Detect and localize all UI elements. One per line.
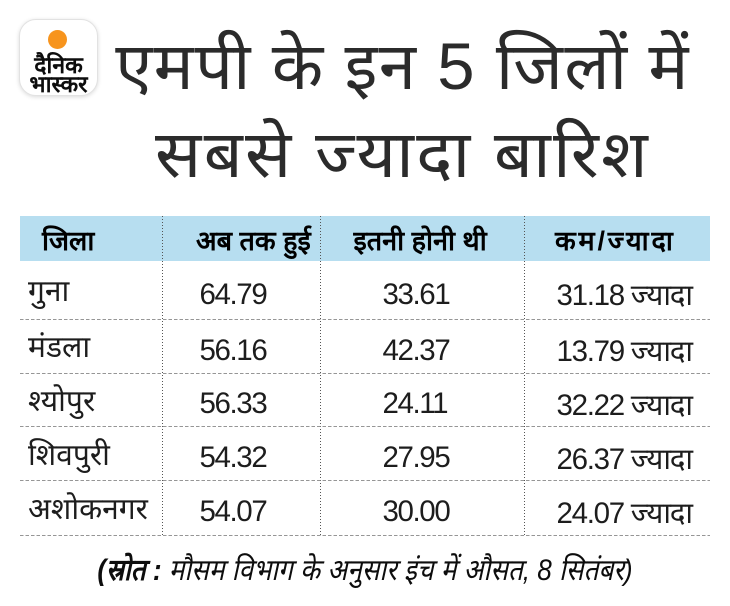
district-cell: शिवपुरी <box>28 438 110 472</box>
rain-so-far-cell: 54.32 <box>199 441 268 475</box>
table-row: गुना 64.79 33.61 31.18 ज्यादा <box>20 261 710 320</box>
district-cell: अशोकनगर <box>28 492 148 526</box>
page-title: एमपी के इन 5 जिलों में सबसे ज्यादा बारिश <box>75 23 730 198</box>
table-row: शिवपुरी 54.32 27.95 26.37 ज्यादा <box>20 426 710 480</box>
row-divider <box>20 372 710 374</box>
difference-cell: 32.22 ज्यादा <box>556 388 694 422</box>
rain-expected-cell: 27.95 <box>382 441 451 475</box>
rainfall-table: जिला अब तक हुई इतनी होनी थी कम/ज्यादा गु… <box>20 216 710 536</box>
source-text: मौसम विभाग के अनुसार इंच में औसत, 8 सितं… <box>161 554 633 587</box>
rain-expected-cell: 24.11 <box>382 387 449 421</box>
column-header-district: जिला <box>42 226 95 257</box>
rain-expected-cell: 33.61 <box>382 277 451 311</box>
rain-so-far-cell: 56.16 <box>199 333 268 367</box>
rain-so-far-cell: 64.79 <box>199 277 268 311</box>
difference-cell: 31.18 ज्यादा <box>556 279 694 313</box>
difference-cell: 24.07 ज्यादा <box>556 496 694 530</box>
dainik-bhaskar-logo: दैनिक भास्कर <box>19 19 98 96</box>
column-header-rain-so-far: अब तक हुई <box>196 226 311 257</box>
brand-name: दैनिक भास्कर <box>20 54 97 96</box>
rain-so-far-cell: 54.07 <box>199 495 268 529</box>
table-row: श्योपुर 56.33 24.11 32.22 ज्यादा <box>20 373 710 427</box>
brand-name-line1: दैनिक <box>34 52 83 78</box>
table-row: मंडला 56.16 42.37 13.79 ज्यादा <box>20 319 710 373</box>
table-row: अशोकनगर 54.07 30.00 24.07 ज्यादा <box>20 480 710 535</box>
rain-so-far-cell: 56.33 <box>199 387 268 421</box>
row-divider <box>20 426 710 428</box>
title-line2: सबसे ज्यादा बारिश <box>155 116 650 191</box>
sun-icon <box>48 30 67 49</box>
table-header-row: जिला अब तक हुई इतनी होनी थी कम/ज्यादा <box>20 216 710 261</box>
column-divider <box>319 216 321 535</box>
column-divider <box>524 216 525 535</box>
source-note: (स्रोत : मौसम विभाग के अनुसार इंच में औस… <box>47 548 682 589</box>
district-cell: गुना <box>28 275 70 309</box>
source-label: (स्रोत : <box>97 554 162 587</box>
row-divider <box>20 319 710 320</box>
rain-expected-cell: 42.37 <box>382 333 451 367</box>
brand-name-line2: भास्कर <box>29 70 88 97</box>
row-divider <box>20 480 710 481</box>
rain-expected-cell: 30.00 <box>382 495 451 529</box>
column-header-difference: कम/ज्यादा <box>555 226 676 257</box>
table-bottom-divider <box>20 534 710 536</box>
column-divider <box>162 216 163 535</box>
column-header-rain-expected: इतनी होनी थी <box>353 226 487 257</box>
district-cell: श्योपुर <box>28 384 96 418</box>
title-line1: एमपी के इन 5 जिलों में <box>115 29 690 103</box>
difference-cell: 26.37 ज्यादा <box>556 442 694 476</box>
district-cell: मंडला <box>28 331 91 365</box>
difference-cell: 13.79 ज्यादा <box>556 335 694 369</box>
